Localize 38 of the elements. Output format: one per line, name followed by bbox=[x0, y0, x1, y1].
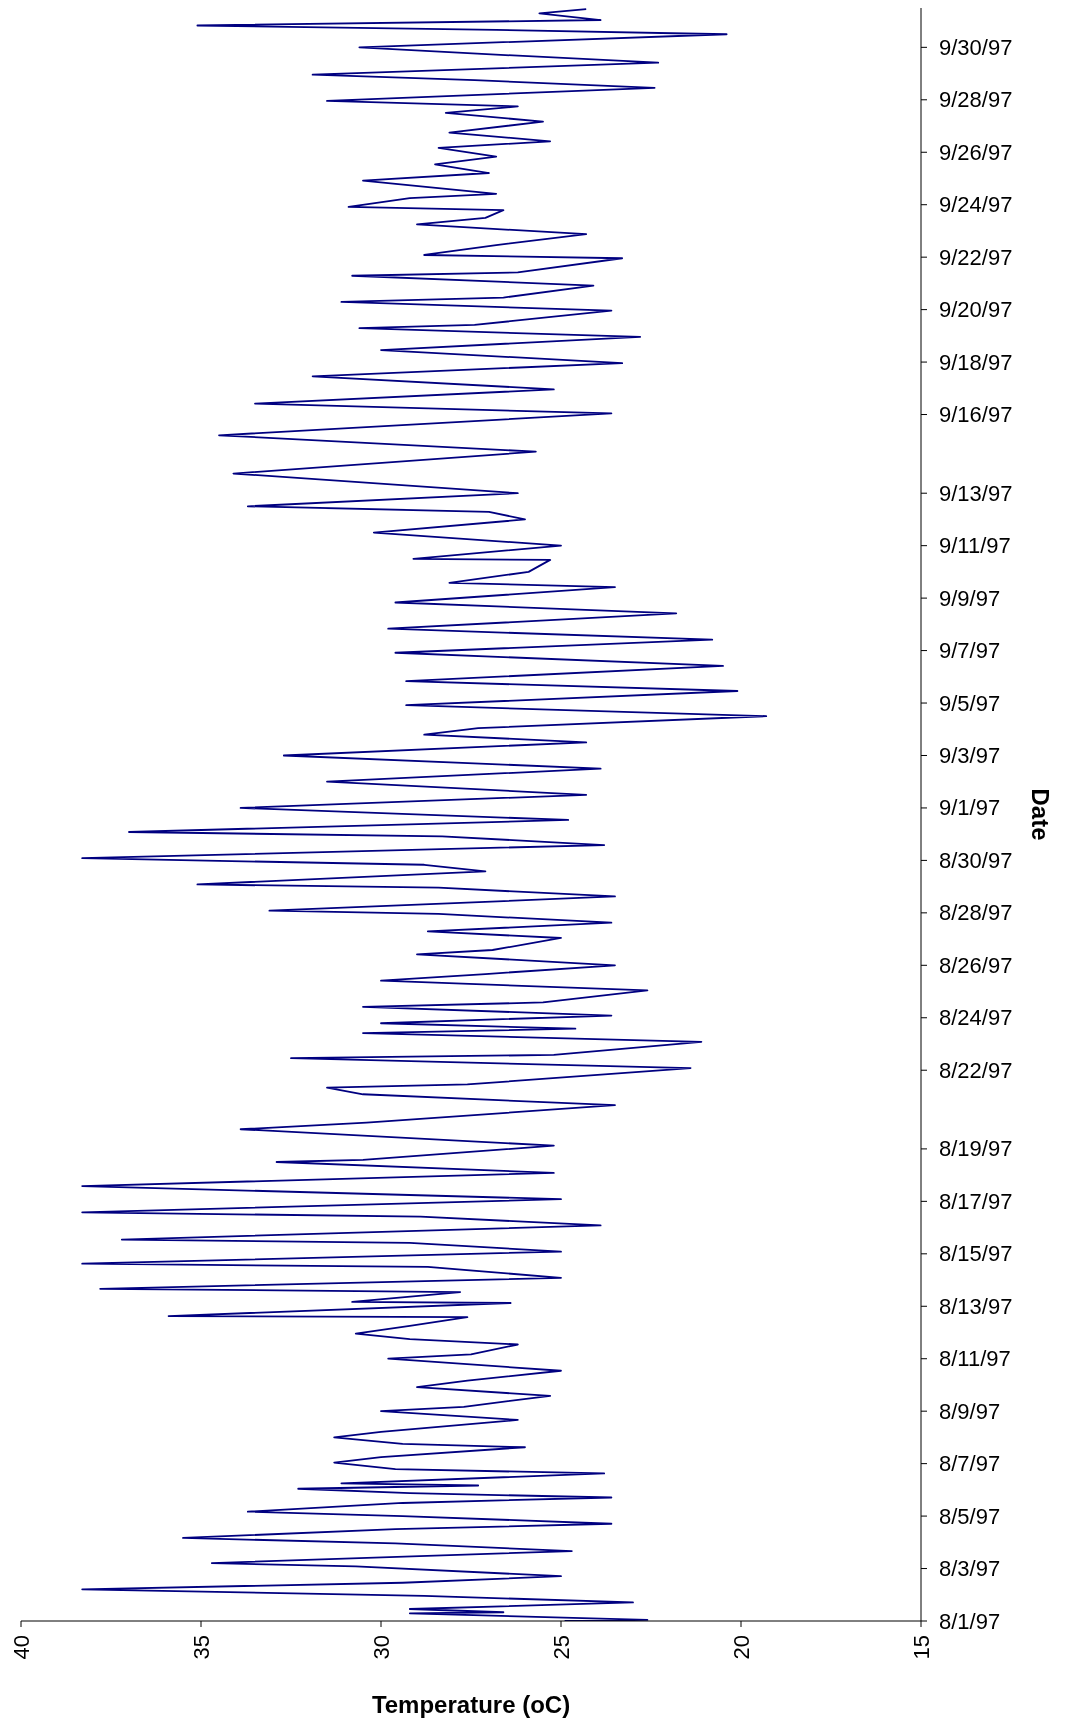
y-tick-label: 9/3/97 bbox=[939, 742, 1001, 768]
x-tick-label: 20 bbox=[728, 1635, 754, 1660]
x-axis-title: Temperature (oC) bbox=[371, 1691, 571, 1718]
y-tick-label: 9/30/97 bbox=[939, 34, 1013, 60]
y-tick-label: 8/11/97 bbox=[939, 1346, 1011, 1372]
y-tick-label: 9/18/97 bbox=[939, 349, 1013, 375]
y-tick-label: 8/28/97 bbox=[939, 900, 1013, 926]
y-tick-label: 8/15/97 bbox=[939, 1241, 1013, 1267]
y-tick-label: 8/22/97 bbox=[939, 1057, 1013, 1083]
y-tick-label: 9/13/97 bbox=[939, 480, 1013, 506]
y-tick-label: 8/19/97 bbox=[939, 1136, 1013, 1162]
y-tick-label: 8/3/97 bbox=[939, 1556, 1001, 1582]
y-tick-label: 9/24/97 bbox=[939, 192, 1013, 218]
y-tick-label: 8/26/97 bbox=[939, 952, 1013, 978]
y-axis-title: Date bbox=[1026, 788, 1054, 841]
y-tick-label: 8/17/97 bbox=[939, 1188, 1013, 1214]
x-tick-label: 40 bbox=[8, 1635, 34, 1660]
y-tick-label: 9/20/97 bbox=[939, 297, 1013, 323]
y-tick-label: 9/9/97 bbox=[939, 585, 1001, 611]
y-tick-label: 8/9/97 bbox=[939, 1398, 1001, 1424]
y-tick-label: 8/30/97 bbox=[939, 847, 1013, 873]
y-tick-label: 8/1/97 bbox=[939, 1608, 1001, 1634]
y-tick-label: 9/7/97 bbox=[939, 638, 1001, 664]
y-tick-label: 9/22/97 bbox=[939, 244, 1013, 270]
y-tick-label: 9/28/97 bbox=[939, 87, 1013, 113]
y-tick-label: 8/5/97 bbox=[939, 1503, 1001, 1529]
x-tick-label: 35 bbox=[188, 1635, 214, 1660]
y-tick-label: 8/13/97 bbox=[939, 1293, 1013, 1319]
y-tick-label: 9/26/97 bbox=[939, 139, 1013, 165]
x-tick-label: 15 bbox=[908, 1635, 934, 1660]
y-tick-label: 8/24/97 bbox=[939, 1005, 1013, 1031]
y-tick-label: 9/16/97 bbox=[939, 402, 1013, 428]
x-tick-label: 25 bbox=[548, 1635, 574, 1660]
y-tick-label: 9/1/97 bbox=[939, 795, 1001, 821]
x-tick-label: 30 bbox=[368, 1635, 394, 1660]
y-tick-label: 9/5/97 bbox=[939, 690, 1001, 716]
y-tick-label: 8/7/97 bbox=[939, 1451, 1001, 1477]
y-tick-label: 9/11/97 bbox=[939, 533, 1011, 559]
